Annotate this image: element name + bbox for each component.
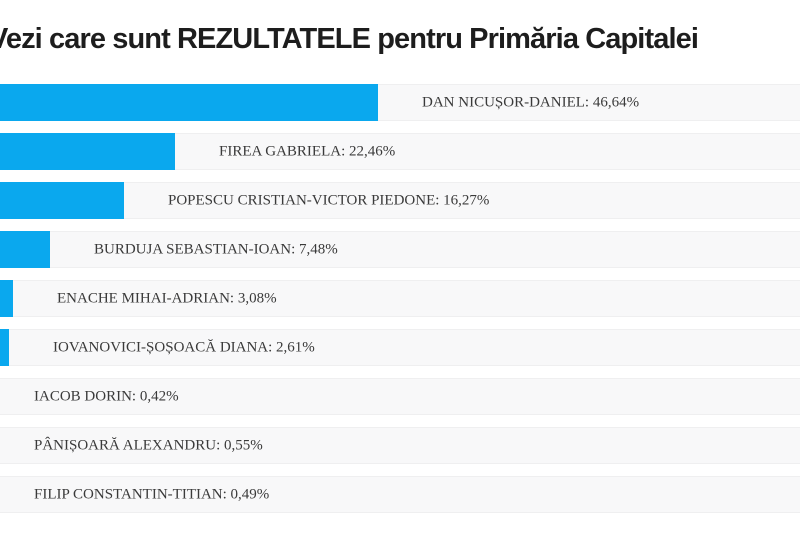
result-label: FILIP CONSTANTIN-TITIAN: 0,49% [34,486,270,502]
page-title: Vezi care sunt REZULTATELE pentru Primăr… [0,23,699,55]
result-bar [0,133,175,170]
result-row: FIREA GABRIELA: 22,46% [0,133,800,170]
result-label: FIREA GABRIELA: 22,46% [219,143,396,159]
result-bar [0,231,50,268]
result-row: ENACHE MIHAI-ADRIAN: 3,08% [0,280,800,317]
result-label: DAN NICUȘOR-DANIEL: 46,64% [422,94,640,110]
result-bar [0,329,9,366]
result-bar [0,182,124,219]
result-row: POPESCU CRISTIAN-VICTOR PIEDONE: 16,27% [0,182,800,219]
result-row: BURDUJA SEBASTIAN-IOAN: 7,48% [0,231,800,268]
result-bar [0,280,13,317]
result-row: DAN NICUȘOR-DANIEL: 46,64% [0,84,800,121]
result-row: IOVANOVICI-ȘOȘOACĂ DIANA: 2,61% [0,329,800,366]
results-chart: DAN NICUȘOR-DANIEL: 46,64% FIREA GABRIELA… [0,84,800,513]
result-row: IACOB DORIN: 0,42% [0,378,800,415]
result-label: POPESCU CRISTIAN-VICTOR PIEDONE: 16,27% [168,192,490,208]
result-label: BURDUJA SEBASTIAN-IOAN: 7,48% [94,241,338,257]
result-label: PÂNIȘOARĂ ALEXANDRU: 0,55% [34,437,263,453]
result-bar [0,84,378,121]
result-label: ENACHE MIHAI-ADRIAN: 3,08% [57,290,277,306]
result-row: PÂNIȘOARĂ ALEXANDRU: 0,55% [0,427,800,464]
result-label: IOVANOVICI-ȘOȘOACĂ DIANA: 2,61% [53,339,315,355]
result-label: IACOB DORIN: 0,42% [34,388,179,404]
result-row: FILIP CONSTANTIN-TITIAN: 0,49% [0,476,800,513]
